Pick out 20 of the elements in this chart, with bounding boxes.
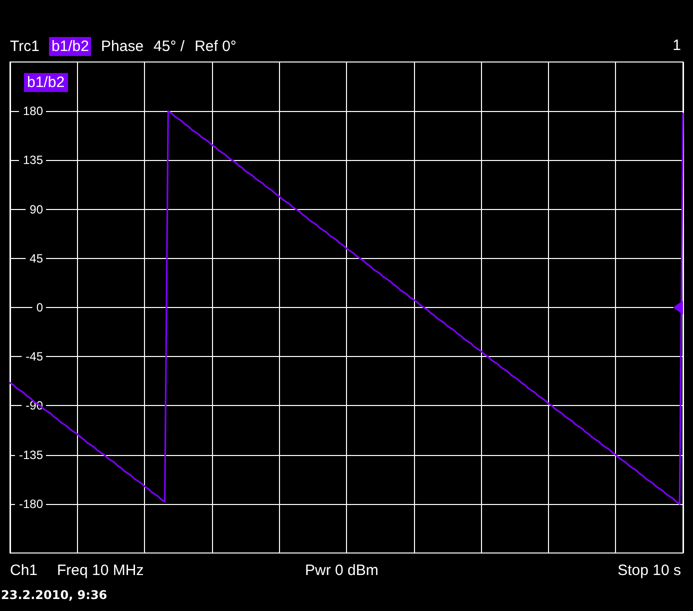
text: Ch1 [10,562,38,580]
text: Pwr 0 dBm [305,562,378,580]
text: 1 [672,37,681,55]
y-axis-title: Phase [101,38,144,56]
y-tick-label: 90 [30,202,44,216]
text: Freq 10 MHz [57,562,144,580]
text: 45° / [154,38,185,56]
y-tick-label: -135 [18,448,44,462]
y-tick-label: 0 [36,300,44,314]
text: Stop 10 s [618,562,681,580]
legend-label: b1/b2 [24,73,68,92]
text: Trc1 [10,38,40,56]
y-tick-label: 135 [22,153,44,168]
y-tick-label: -45 [26,350,44,364]
text: 23.2.2010, 9:36 [1,587,108,604]
text: b1/b2 [51,38,89,55]
text: Ref 0° [194,38,236,56]
y-tick-label: 180 [22,104,44,118]
y-tick-label: -180 [18,496,44,511]
y-tick-label: 45 [30,251,44,266]
